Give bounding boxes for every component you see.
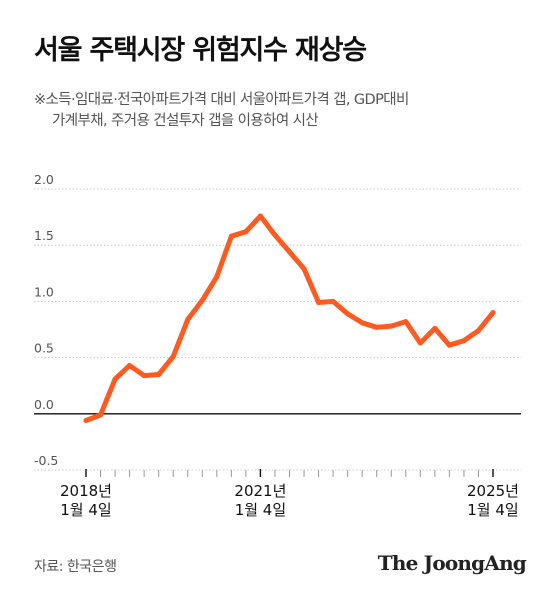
- data-point: [417, 340, 423, 346]
- data-point: [228, 233, 234, 239]
- y-tick-label: 1.0: [34, 284, 54, 299]
- y-tick-label: -0.5: [34, 453, 58, 468]
- data-point: [345, 311, 351, 317]
- data-point: [432, 325, 438, 331]
- source-note: 자료: 한국은행: [34, 559, 117, 575]
- y-tick-label: 1.5: [34, 228, 54, 243]
- chart-note-line2: 가계부채, 주거용 건설투자 갭을 이용하여 시산: [52, 113, 319, 129]
- x-tick-label-year: 2025년: [467, 482, 519, 500]
- data-point: [374, 324, 380, 330]
- data-point: [257, 213, 263, 219]
- chart-title: 서울 주택시장 위험지수 재상승: [34, 35, 367, 66]
- data-point: [141, 373, 147, 379]
- data-point: [287, 249, 292, 255]
- chart-note-line1: ※소득·임대료·전국아파트가격 대비 서울아파트가격 갭, GDP대비: [34, 92, 409, 108]
- data-point: [316, 300, 322, 306]
- data-point: [446, 342, 452, 348]
- data-point: [112, 376, 118, 382]
- data-point: [214, 274, 220, 280]
- data-point: [243, 229, 249, 235]
- y-tick-label: 0.0: [34, 397, 54, 412]
- x-tick-label-year: 2018년: [60, 482, 112, 500]
- data-point: [330, 298, 336, 304]
- data-point: [301, 266, 307, 272]
- data-point: [461, 338, 467, 344]
- data-point: [170, 353, 176, 359]
- chart-note: ※소득·임대료·전국아파트가격 대비 서울아파트가격 갭, GDP대비 가계부채…: [34, 90, 534, 132]
- x-tick-label-year: 2021년: [234, 482, 286, 500]
- data-point: [490, 310, 496, 316]
- data-point: [127, 362, 133, 368]
- data-point: [475, 328, 481, 334]
- x-tick-label-date: 1월 4일: [235, 501, 286, 519]
- data-point: [388, 323, 394, 329]
- x-tick-label-date: 1월 4일: [467, 501, 518, 519]
- data-point: [98, 412, 104, 418]
- y-tick-label: 0.5: [34, 341, 54, 356]
- data-point: [199, 297, 205, 303]
- data-point: [403, 319, 409, 325]
- data-point: [83, 418, 89, 424]
- data-point: [185, 316, 191, 322]
- data-point: [359, 320, 365, 326]
- data-point: [156, 371, 162, 377]
- brand-logo: The JoongAng: [377, 551, 527, 575]
- y-tick-label: 2.0: [34, 172, 54, 187]
- data-point: [272, 232, 278, 238]
- x-tick-label-date: 1월 4일: [60, 501, 111, 519]
- series-line: [83, 213, 496, 423]
